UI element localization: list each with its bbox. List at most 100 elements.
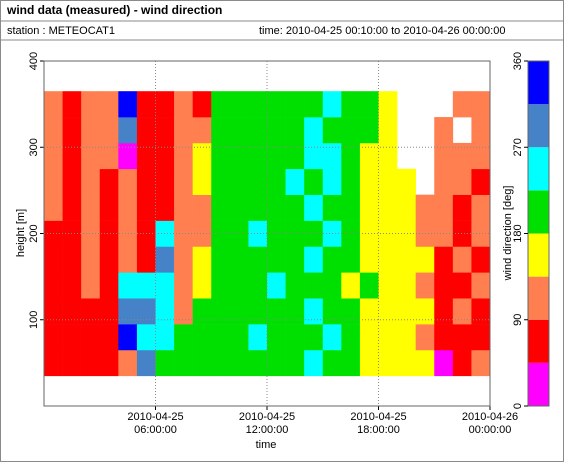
heatmap-cell [434, 117, 454, 144]
heatmap-cell [471, 298, 491, 325]
heatmap-cell [211, 272, 231, 299]
heatmap-cell [44, 272, 63, 299]
heatmap-cell [341, 272, 361, 299]
colorbar-tick-label: 360 [512, 52, 524, 70]
heatmap-cell [415, 272, 435, 299]
heatmap-cell [155, 298, 175, 325]
heatmap-cell [174, 272, 193, 299]
heatmap-cell [378, 142, 398, 170]
heatmap-cell [62, 349, 82, 377]
heatmap-cell [378, 246, 398, 273]
colorbar-tick-label: 180 [512, 224, 524, 242]
heatmap-cell [378, 298, 398, 325]
heatmap-cell [304, 117, 324, 144]
heatmap-cell [81, 117, 101, 144]
heatmap-cell [285, 272, 305, 299]
heatmap-cell [434, 298, 454, 325]
colorbar-segment [528, 104, 549, 148]
heatmap-cell [267, 272, 286, 299]
heatmap-cell [341, 117, 361, 144]
heatmap-cell [211, 349, 231, 377]
heatmap-cell [267, 246, 286, 273]
heatmap-cell [229, 349, 249, 377]
heatmap-cell [81, 142, 101, 170]
x-tick-label: 2010-04-25 06:00:00 [127, 411, 184, 436]
heatmap-cell [285, 298, 305, 325]
heatmap-cell [211, 142, 231, 170]
heatmap-cell [452, 194, 472, 221]
heatmap-cell [118, 246, 138, 273]
heatmap-cell [397, 168, 416, 195]
heatmap-cell [81, 349, 101, 377]
heatmap-cell [341, 324, 361, 351]
heatmap-cell [44, 142, 63, 170]
heatmap-cell [434, 349, 454, 377]
heatmap-cell [99, 246, 119, 273]
heatmap-cell [415, 246, 435, 273]
heatmap-cell [44, 298, 63, 325]
heatmap-cell [155, 91, 175, 118]
heatmap-cell [248, 168, 268, 195]
heatmap-cell [285, 91, 305, 118]
heatmap-cell [285, 142, 305, 170]
heatmap-cell [211, 168, 231, 195]
heatmap-cell [304, 168, 324, 195]
heatmap-cell [471, 246, 491, 273]
heatmap-cell [341, 246, 361, 273]
heatmap-cell [248, 298, 268, 325]
heatmap-cell [471, 324, 491, 351]
time-label: time: 2010-04-25 00:10:00 to 2010-04-26 … [259, 25, 505, 37]
heatmap-cell [44, 194, 63, 221]
heatmap-cell [471, 194, 491, 221]
heatmap-cell [322, 272, 342, 299]
heatmap-cell [211, 194, 231, 221]
heatmap-cell [118, 194, 138, 221]
heatmap-cell [81, 220, 101, 247]
heatmap-cell [359, 91, 379, 118]
heatmap-cell [304, 246, 324, 273]
heatmap-cell [341, 194, 361, 221]
heatmap-cell [359, 168, 379, 195]
y-tick-label: 300 [28, 138, 40, 156]
heatmap-cell [62, 168, 82, 195]
heatmap-cell [359, 194, 379, 221]
heatmap-cell [174, 220, 193, 247]
heatmap-cell [99, 168, 119, 195]
heatmap-cell [452, 324, 472, 351]
heatmap-cell [359, 117, 379, 144]
heatmap-cell [452, 142, 472, 170]
heatmap-cell [99, 117, 119, 144]
heatmap-cell [44, 168, 63, 195]
heatmap-cell [229, 246, 249, 273]
chart-title: wind data (measured) - wind direction [6, 3, 222, 17]
heatmap-cell [322, 324, 342, 351]
heatmap-cell [267, 142, 286, 170]
x-axis-label: time [256, 439, 277, 451]
heatmap-cell [285, 194, 305, 221]
heatmap-cell [452, 272, 472, 299]
heatmap-cell [192, 324, 212, 351]
heatmap-cell [174, 142, 193, 170]
heatmap-cell [359, 324, 379, 351]
heatmap-cell [174, 91, 193, 118]
heatmap-cell [174, 324, 193, 351]
colorbar-tick-label: 270 [512, 138, 524, 156]
heatmap-cell [155, 349, 175, 377]
heatmap-cell [174, 349, 193, 377]
heatmap-cell [452, 246, 472, 273]
plot-frame [43, 60, 491, 407]
heatmap-cell [136, 272, 156, 299]
heatmap-cell [229, 168, 249, 195]
heatmap-cell [192, 220, 212, 247]
heatmap-cell [211, 324, 231, 351]
colorbar-segment [528, 233, 549, 277]
heatmap-cell [397, 194, 416, 221]
heatmap-cell [341, 91, 361, 118]
heatmap-cell [248, 272, 268, 299]
heatmap-cell [397, 349, 416, 377]
heatmap-cell [397, 324, 416, 351]
heatmap-cell [62, 194, 82, 221]
heatmap-cell [192, 246, 212, 273]
x-tick-label: 2010-04-25 12:00:00 [238, 411, 296, 436]
